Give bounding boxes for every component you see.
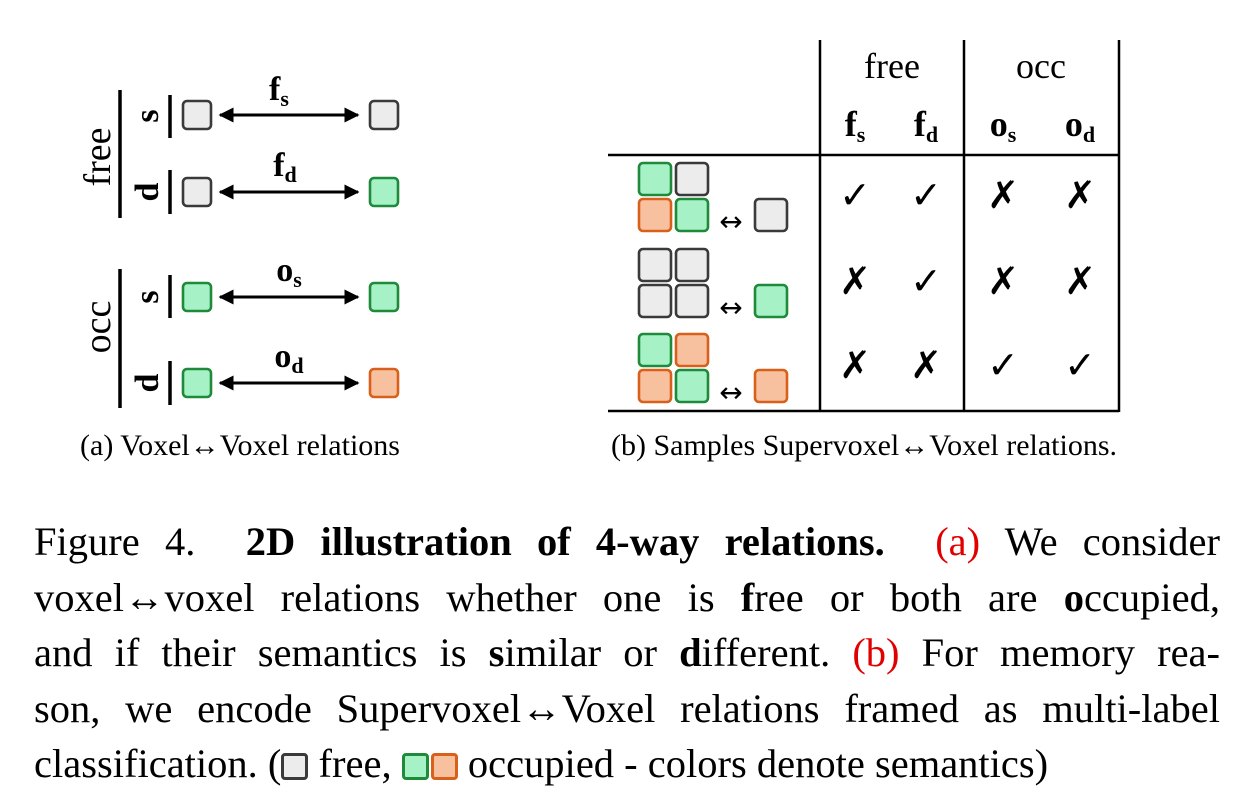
caption-text: imilar or [504,630,680,675]
voxel-green [368,176,400,208]
voxel-green [674,197,710,233]
col-header-fd: fd [914,104,938,147]
voxel-free [181,99,213,131]
caption-text: We consider [1004,519,1220,564]
panel-b-caption: (b) Samples Supervoxel↔Voxel relations. [611,429,1117,462]
group-label-free: free [77,127,119,186]
relation-arrow: ↔ [719,291,742,324]
relation-label-fs: fs [269,71,289,111]
cross-mark: ✗ [987,259,1019,303]
caption-text: For memory rea- [921,630,1221,675]
figure-label: Figure 4. [34,519,196,564]
relation-arrow: ↔ [719,376,742,409]
caption-line-5: classification. ( free, occupied - color… [34,736,1220,792]
voxel-free [674,161,710,197]
voxel-green [637,332,673,368]
caption-emph-o: o [1063,574,1084,620]
free-voxel-icon [281,753,309,780]
caption-text: ccupied, [1083,574,1220,620]
caption-text: free, [318,741,392,786]
caption-line-1: Figure 4. 2D illustration of 4-way relat… [34,514,1220,570]
voxel-green [674,368,710,404]
cross-mark: ✗ [1064,259,1096,303]
col-header-od: od [1065,104,1095,147]
figure-caption: Figure 4. 2D illustration of 4-way relat… [34,514,1220,792]
check-mark: ✓ [1064,343,1096,387]
voxel-orange [674,332,710,368]
caption-text: voxel↔voxel relations whether one is [34,574,741,620]
cross-mark: ✗ [839,343,871,387]
col-group-occ: occ [1016,46,1066,86]
relation-label-od: od [274,338,303,378]
row-label-s-occ: s [129,290,166,303]
supervoxel-sample-1: ↔ [637,161,789,238]
check-mark: ✓ [987,343,1019,387]
figure-4: free occ s d s d fs fd os od [77,40,1121,462]
voxel-orange [637,368,673,404]
caption-text: classification. ( [34,741,282,786]
voxel-free [674,247,710,283]
caption-line-2: voxel↔voxel relations whether one is fre… [34,570,1220,626]
panel-a-caption: (a) Voxel↔Voxel relations [80,429,400,462]
panel-b-table: free occ fs fd os od ↔ ↔ [608,40,1121,413]
voxel-free [368,99,400,131]
voxel-orange [753,368,789,404]
voxel-orange [637,197,673,233]
row-label-d-free: d [129,182,166,201]
voxel-green [181,367,213,399]
voxel-free [181,176,213,208]
ref-b-link[interactable]: (b) [852,630,900,675]
voxel-free [637,247,673,283]
caption-emph-d: d [679,630,702,675]
voxel-free [753,197,789,233]
check-mark: ✓ [839,173,871,217]
relation-label-fd: fd [273,147,297,187]
relation-arrow: ↔ [719,205,742,238]
caption-text: ree or both are [754,574,1064,620]
voxel-green [181,281,213,313]
voxel-free [674,283,710,319]
cross-mark: ✗ [987,173,1019,217]
relation-label-os: os [276,252,302,292]
voxel-free [637,283,673,319]
caption-line-4: son, we encode Supervoxel↔Voxel relation… [34,685,1220,731]
supervoxel-sample-2: ↔ [637,247,789,324]
cross-mark: ✗ [839,259,871,303]
row-label-d-occ: d [129,373,166,392]
col-header-os: os [990,104,1017,147]
green-voxel-icon [401,753,429,780]
voxel-green [637,161,673,197]
caption-line-3: and if their semantics is similar or dif… [34,625,1220,681]
cross-mark: ✗ [1064,173,1096,217]
caption-emph-s: s [488,630,505,675]
col-group-free: free [864,46,920,86]
ref-a-link[interactable]: (a) [935,519,981,564]
caption-emph-f: f [740,574,755,620]
voxel-orange [368,367,400,399]
panel-a: free occ s d s d fs fd os od [77,71,400,462]
row-label-s-free: s [129,109,166,122]
supervoxel-sample-3: ↔ [637,332,789,409]
relation-marks: ✓ ✓ ✗ ✗ ✗ ✓ ✗ ✗ ✗ ✗ ✓ ✓ [839,173,1096,387]
col-header-fs: fs [845,104,866,147]
group-label-occ: occ [77,301,119,354]
caption-text: ifferent. [701,630,831,675]
check-mark: ✓ [910,259,942,303]
cross-mark: ✗ [910,343,942,387]
voxel-green [753,283,789,319]
check-mark: ✓ [910,173,942,217]
voxel-green [368,281,400,313]
orange-voxel-icon [430,753,458,780]
caption-title: 2D illustration of 4-way relations. [245,519,885,564]
caption-text: and if their semantics is [34,630,489,675]
caption-text: occupied - colors denote semantics) [467,741,1049,786]
